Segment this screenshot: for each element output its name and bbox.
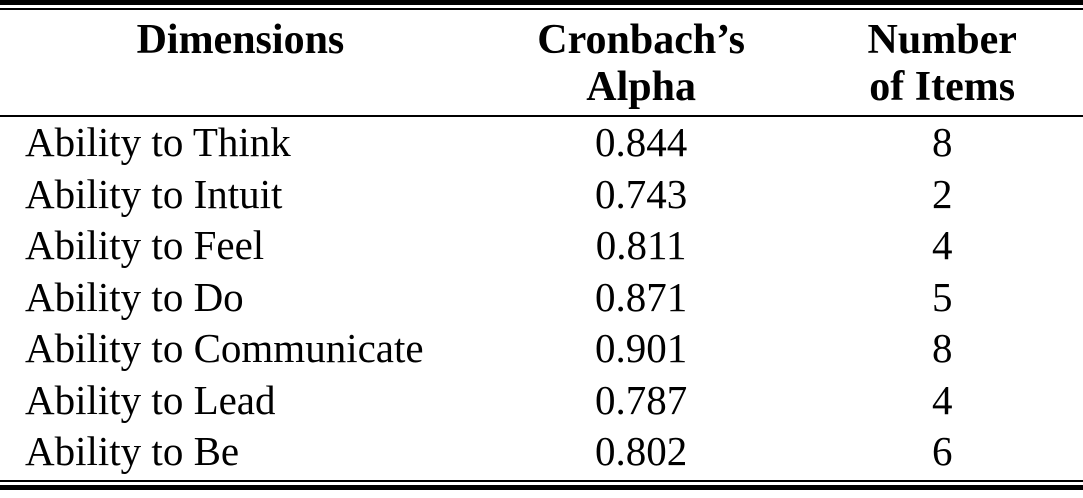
items-cell: 2 [931, 170, 953, 217]
table-row: Ability to Do 0.871 5 [0, 272, 1083, 324]
dimension-cell: Ability to Do [25, 273, 244, 320]
dimension-cell: Ability to Be [25, 428, 240, 474]
column-header-cronbachs-alpha: Cronbach’s Alpha [480, 10, 802, 117]
column-header-line: Alpha [586, 64, 696, 110]
dimension-cell: Ability to Lead [25, 376, 276, 423]
dimension-cell: Ability to Feel [25, 222, 265, 268]
alpha-cell: 0.901 [595, 325, 688, 371]
alpha-cell: 0.802 [595, 428, 688, 474]
bottom-rule-thin [0, 479, 1083, 482]
alpha-cell: 0.871 [595, 273, 688, 320]
column-header-line: Cronbach’s [537, 17, 745, 63]
table-row: Ability to Think 0.844 8 [0, 116, 1083, 169]
bottom-rule-thick [0, 484, 1083, 490]
column-header-line: Dimensions [136, 17, 345, 63]
column-header-number-of-items: Number of Items [801, 10, 1083, 117]
items-cell: 8 [931, 325, 953, 371]
table-row: Ability to Feel 0.811 4 [0, 220, 1083, 272]
table-body: Ability to Think 0.844 8 Ability to Intu… [0, 116, 1083, 478]
table-header: Dimensions Cronbach’s Alpha Number of It… [0, 10, 1083, 117]
table-row: Ability to Communicate 0.901 8 [0, 323, 1083, 375]
header-row: Dimensions Cronbach’s Alpha Number of It… [0, 10, 1083, 117]
top-rule-thick [0, 0, 1083, 5]
table-row: Ability to Intuit 0.743 2 [0, 169, 1083, 221]
cronbach-alpha-table: Dimensions Cronbach’s Alpha Number of It… [0, 10, 1083, 478]
items-cell: 4 [931, 376, 953, 423]
alpha-cell: 0.787 [595, 376, 688, 423]
dimension-cell: Ability to Communicate [25, 325, 424, 371]
table-row: Ability to Be 0.802 6 [0, 426, 1083, 478]
items-cell: 6 [931, 428, 953, 474]
top-rule-thin [0, 8, 1083, 10]
table-row: Ability to Lead 0.787 4 [0, 375, 1083, 427]
alpha-cell: 0.844 [595, 119, 688, 165]
column-header-dimensions: Dimensions [0, 10, 481, 117]
alpha-cell: 0.811 [595, 222, 687, 268]
alpha-cell: 0.743 [595, 170, 688, 217]
dimension-cell: Ability to Think [25, 119, 291, 165]
column-header-line: of Items [869, 64, 1016, 110]
items-cell: 4 [931, 222, 953, 268]
items-cell: 5 [931, 273, 953, 320]
column-header-line: Number [867, 17, 1017, 63]
dimension-cell: Ability to Intuit [25, 170, 283, 217]
items-cell: 8 [931, 119, 953, 165]
